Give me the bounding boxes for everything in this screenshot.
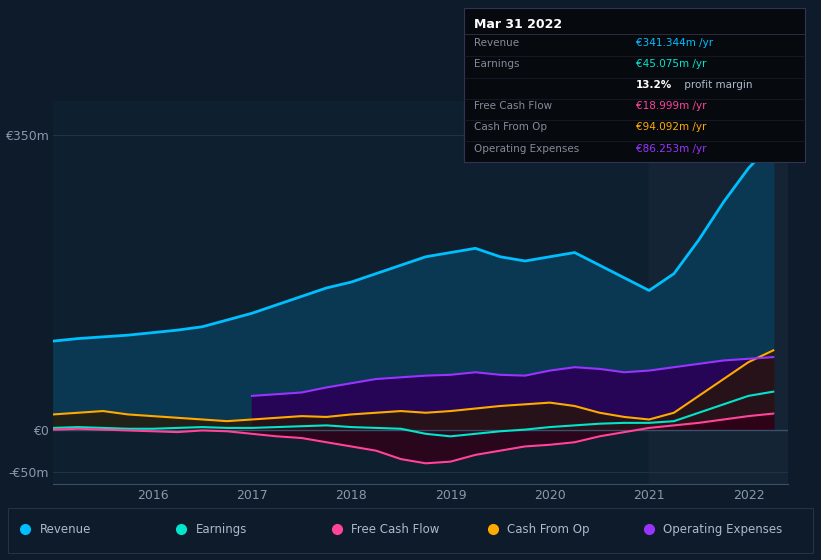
Text: Cash From Op: Cash From Op [507,523,589,536]
Text: Earnings: Earnings [474,59,519,69]
Text: Operating Expenses: Operating Expenses [474,143,579,153]
Text: €94.092m /yr: €94.092m /yr [636,123,707,133]
Text: €341.344m /yr: €341.344m /yr [636,38,713,48]
Text: €18.999m /yr: €18.999m /yr [636,101,707,111]
Text: Revenue: Revenue [474,38,519,48]
Text: Operating Expenses: Operating Expenses [663,523,782,536]
Text: Mar 31 2022: Mar 31 2022 [474,18,562,31]
Text: €45.075m /yr: €45.075m /yr [636,59,707,69]
Text: Revenue: Revenue [39,523,91,536]
Text: €86.253m /yr: €86.253m /yr [636,143,707,153]
Text: profit margin: profit margin [681,80,753,90]
Text: Free Cash Flow: Free Cash Flow [351,523,440,536]
Bar [649,101,788,484]
Text: Cash From Op: Cash From Op [474,123,547,133]
Text: Earnings: Earnings [195,523,247,536]
Text: Free Cash Flow: Free Cash Flow [474,101,552,111]
Text: 13.2%: 13.2% [636,80,672,90]
